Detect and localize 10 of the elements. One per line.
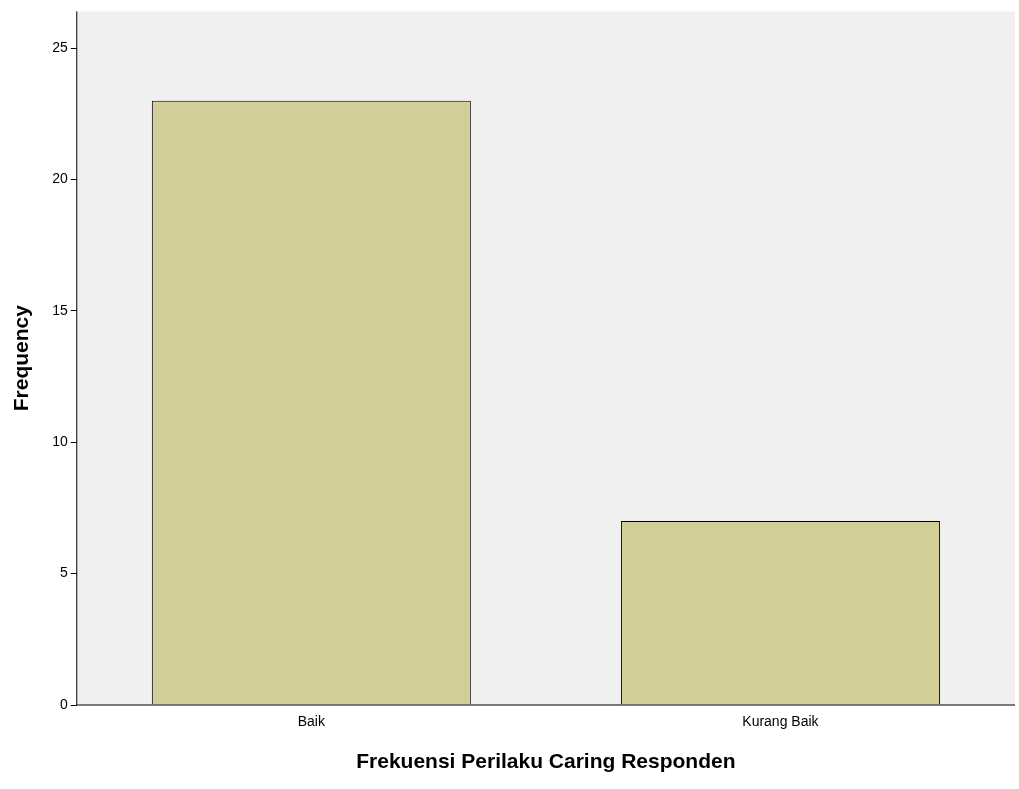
y-tick-label: 0	[59, 695, 68, 712]
x-tick-label: Kurang Baik	[742, 713, 820, 730]
y-tick-label: 15	[52, 301, 68, 318]
y-tick-label: 5	[59, 564, 68, 581]
x-axis-title: Frekuensi Perilaku Caring Responden	[356, 749, 736, 773]
y-tick-label: 10	[52, 433, 68, 450]
y-tick-label: 25	[52, 39, 68, 56]
x-tick-label: Baik	[297, 713, 326, 730]
y-axis-title: Frequency	[9, 304, 33, 412]
y-tick-label: 20	[52, 170, 68, 187]
